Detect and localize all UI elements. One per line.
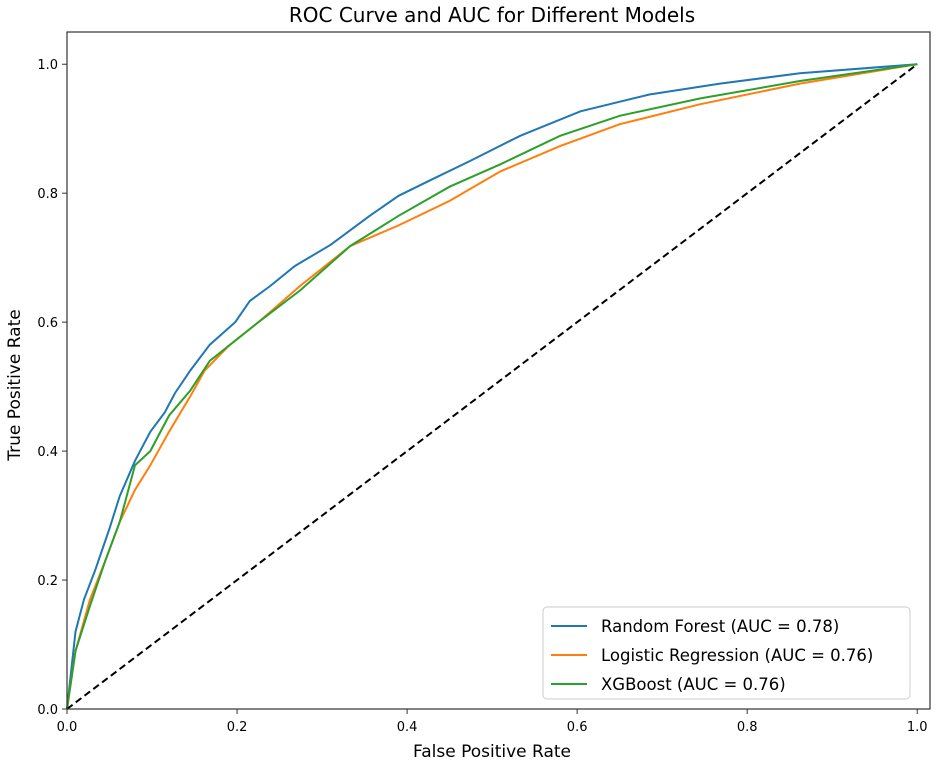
plot-area: 0.0 0.2 0.4 0.6 0.8 1.0 0.0 0.2 0.4 0.6 0.8 1.0 xyxy=(37,31,931,735)
y-tick-label: 0.6 xyxy=(37,316,58,331)
x-tick-label: 0.0 xyxy=(57,720,78,735)
chance-diagonal-line xyxy=(66,63,918,710)
axes-frame xyxy=(66,31,931,710)
series-line-0 xyxy=(66,63,918,710)
y-tick-label: 1.0 xyxy=(37,58,58,73)
legend-box xyxy=(542,606,911,700)
series-line-2 xyxy=(66,63,918,710)
y-axis-label: True Positive Rate xyxy=(5,309,25,461)
chart-title: ROC Curve and AUC for Different Models xyxy=(289,3,695,27)
legend-label: Random Forest (AUC = 0.78) xyxy=(601,617,839,636)
x-tick-label: 0.6 xyxy=(567,720,588,735)
y-tick-label: 0.4 xyxy=(37,445,58,460)
x-tick-label: 0.8 xyxy=(737,720,758,735)
y-tick-label: 0.2 xyxy=(37,574,58,589)
legend-label: Logistic Regression (AUC = 0.76) xyxy=(601,646,873,665)
x-tick-label: 1.0 xyxy=(907,720,928,735)
legend: Random Forest (AUC = 0.78) Logistic Regre… xyxy=(542,606,911,700)
x-tick-label: 0.2 xyxy=(227,720,248,735)
legend-label: XGBoost (AUC = 0.76) xyxy=(601,675,786,694)
x-tick-label: 0.4 xyxy=(397,720,418,735)
x-axis-label: False Positive Rate xyxy=(413,742,571,762)
y-tick-label: 0.8 xyxy=(37,187,58,202)
y-tick-label: 0.0 xyxy=(37,703,58,718)
